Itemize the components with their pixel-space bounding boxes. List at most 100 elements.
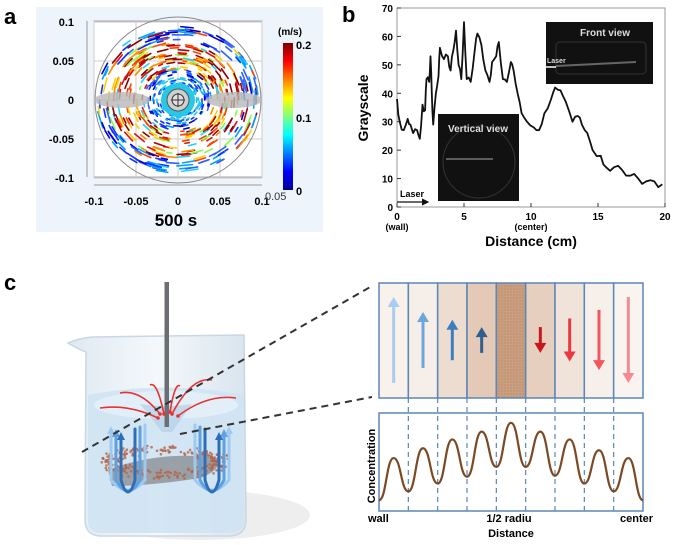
velocity-streak: [200, 43, 210, 48]
grayscale-line-series: [396, 21, 663, 188]
particle: [123, 456, 127, 460]
velocity-streak: [154, 78, 159, 83]
velocity-streak: [188, 127, 196, 132]
velocity-streak: [122, 117, 127, 124]
velocity-streak: [151, 75, 157, 81]
velocity-streak: [153, 93, 156, 97]
arrow-head: [534, 342, 547, 353]
velocity-streak: [158, 88, 162, 94]
velocity-streak: [144, 36, 161, 43]
velocity-streak: [242, 79, 248, 94]
velocity-streak: [133, 64, 140, 72]
particle: [208, 463, 212, 466]
particle: [212, 460, 216, 463]
velocity-streak: [214, 84, 219, 94]
velocity-streak: [234, 126, 243, 138]
velocity-streak: [198, 135, 207, 140]
velocity-streak: [133, 112, 139, 123]
arrow-head: [593, 360, 605, 371]
velocity-streak: [186, 69, 192, 73]
velocity-streak: [194, 157, 207, 162]
velocity-streak: [220, 118, 226, 125]
velocity-streak: [102, 77, 108, 93]
velocity-streak: [103, 108, 107, 119]
velocity-streak: [193, 58, 204, 64]
velocity-streak: [195, 72, 202, 78]
particle: [183, 453, 187, 457]
particle: [148, 470, 152, 474]
velocity-streak: [147, 76, 153, 82]
velocity-streak: [180, 25, 194, 29]
velocity-streak: [217, 150, 225, 156]
velocity-streak: [140, 68, 148, 76]
velocity-streak: [235, 56, 242, 64]
particle: [208, 466, 211, 470]
velocity-streak: [188, 119, 195, 124]
velocity-streak: [162, 80, 169, 85]
velocity-streak: [118, 120, 123, 128]
velocity-streak: [179, 76, 186, 80]
velocity-streak: [248, 81, 253, 95]
velocity-streak: [243, 107, 249, 123]
particle: [122, 467, 125, 471]
velocity-streak: [233, 72, 240, 86]
velocity-streak: [220, 50, 233, 61]
velocity-streak: [97, 111, 104, 129]
x-tick-label: 5: [461, 212, 467, 223]
velocity-streak: [159, 123, 167, 128]
velocity-streak: [145, 67, 154, 75]
velocity-streak: [195, 54, 205, 60]
particle: [163, 471, 167, 475]
velocity-streak: [184, 44, 194, 47]
velocity-streak: [185, 135, 193, 139]
velocity-streak: [186, 74, 194, 79]
velocity-streak: [134, 67, 143, 76]
velocity-streak: [202, 72, 210, 79]
velocity-streak: [122, 59, 129, 68]
velocity-streak: [224, 79, 229, 86]
arrow-head: [225, 426, 233, 434]
velocity-streak: [193, 84, 199, 90]
particle: [163, 446, 166, 449]
velocity-streak: [129, 157, 138, 164]
velocity-streak: [153, 124, 159, 129]
velocity-streak: [223, 137, 234, 147]
velocity-streak: [128, 69, 135, 77]
particle: [122, 469, 126, 473]
velocity-streak: [199, 73, 205, 79]
velocity-streak: [149, 110, 152, 115]
inset-front-laser: Laser: [547, 58, 566, 65]
particle: [128, 463, 132, 467]
particle: [210, 453, 214, 456]
x-tick-labels: -0.1 -0.05 0 0.05 0.1: [85, 196, 270, 208]
velocity-streak: [180, 168, 199, 173]
velocity-streak: [212, 110, 218, 120]
velocity-streak: [204, 148, 214, 154]
velocity-streak: [202, 125, 209, 131]
velocity-streak: [176, 54, 189, 57]
velocity-streak: [181, 82, 186, 85]
velocity-streak: [104, 68, 109, 77]
velocity-streak: [193, 89, 197, 94]
circulation-arrow: [119, 427, 137, 494]
velocity-streak: [126, 152, 140, 162]
velocity-streak: [220, 68, 230, 80]
velocity-streak: [140, 147, 148, 152]
velocity-streak: [200, 110, 204, 115]
velocity-streak: [135, 110, 140, 118]
particle: [122, 452, 125, 456]
velocity-streak: [201, 103, 205, 111]
particle: [210, 456, 213, 460]
inflow-arrow: [177, 396, 237, 417]
particle: [157, 476, 161, 480]
velocity-streak: [155, 152, 166, 157]
velocity-streak: [207, 61, 214, 66]
particle: [173, 473, 176, 477]
arrow-head: [475, 327, 488, 338]
particle: [105, 452, 108, 455]
velocity-streak: [226, 62, 236, 74]
inset-vertical-view: Vertical view: [438, 114, 519, 201]
velocity-streak: [214, 57, 225, 68]
velocity-streak: [225, 45, 233, 53]
velocity-streak: [158, 54, 167, 58]
